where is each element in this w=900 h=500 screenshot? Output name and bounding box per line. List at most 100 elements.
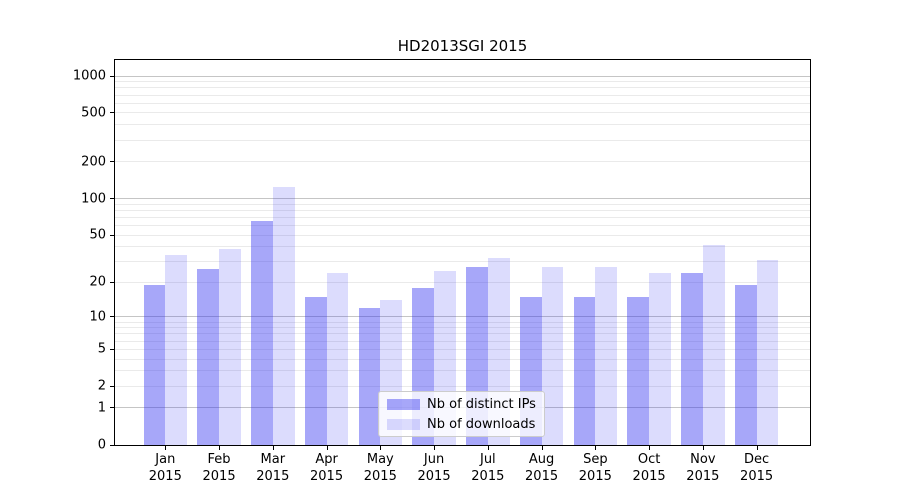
y-tick-label-1: 1 (97, 400, 106, 416)
x-tick-label-jul-2015: Jul 2015 (471, 451, 504, 485)
bar-nb-of-downloads-mar-2015 (272, 186, 295, 445)
x-tick-line: 2015 (256, 469, 290, 484)
x-tick-mark-dec-2015 (756, 446, 758, 450)
y-gridline-minor-20 (115, 281, 810, 283)
x-tick-mark-mar-2015 (272, 446, 274, 450)
x-tick-line: Sep (583, 452, 608, 467)
y-tick-label-5: 5 (97, 341, 106, 357)
x-tick-label-jan-2015: Jan 2015 (149, 451, 182, 485)
y-tick-label-20: 20 (89, 274, 106, 290)
y-gridline-minor-60 (115, 224, 810, 226)
y-tick-mark-1000 (110, 75, 114, 77)
y-gridline-minor-700 (115, 94, 810, 96)
y-gridline-minor-900 (115, 81, 810, 83)
bar-nb-of-distinct-ips-oct-2015 (627, 296, 650, 445)
y-tick-label-0: 0 (97, 437, 106, 453)
x-tick-line: 2015 (632, 469, 666, 484)
bar-nb-of-downloads-jan-2015 (165, 255, 188, 445)
y-tick-label-100: 100 (81, 191, 106, 206)
x-tick-label-nov-2015: Nov 2015 (686, 451, 719, 485)
y-gridline-minor-7 (115, 333, 810, 335)
x-tick-line: Nov (690, 452, 716, 467)
x-tick-label-may-2015: May 2015 (364, 451, 397, 485)
x-tick-mark-jan-2015 (165, 446, 167, 450)
y-tick-label-500: 500 (81, 105, 106, 121)
x-tick-mark-jul-2015 (487, 446, 489, 450)
x-tick-line: 2015 (525, 469, 559, 484)
y-gridline-minor-500 (115, 112, 810, 114)
y-tick-label-1000: 1000 (72, 68, 106, 84)
x-tick-mark-may-2015 (380, 446, 382, 450)
x-tick-mark-oct-2015 (649, 446, 651, 450)
y-gridline-minor-400 (115, 124, 810, 126)
x-tick-line: Apr (315, 452, 338, 467)
bar-nb-of-downloads-dec-2015 (756, 259, 779, 445)
legend-swatch-distinct-ips (387, 398, 420, 410)
y-gridline-minor-30 (115, 261, 810, 263)
legend-label-downloads: Nb of downloads (427, 416, 536, 432)
x-tick-line: Oct (637, 452, 661, 467)
y-tick-mark-5 (110, 348, 114, 350)
y-gridline-major-100 (115, 198, 810, 199)
y-gridline-minor-300 (115, 139, 810, 141)
legend: Nb of distinct IPs Nb of downloads (378, 391, 545, 437)
x-tick-mark-aug-2015 (541, 446, 543, 450)
bar-nb-of-distinct-ips-jan-2015 (143, 285, 166, 445)
y-tick-mark-50 (110, 234, 114, 236)
bar-nb-of-distinct-ips-apr-2015 (304, 296, 327, 445)
y-tick-mark-200 (110, 161, 114, 163)
y-tick-mark-20 (110, 281, 114, 283)
x-tick-line: 2015 (148, 469, 182, 484)
x-tick-line: 2015 (740, 469, 774, 484)
y-gridline-minor-90 (115, 203, 810, 205)
y-gridline-minor-70 (115, 216, 810, 218)
bar-nb-of-distinct-ips-dec-2015 (734, 285, 757, 445)
x-tick-line: Jun (423, 452, 445, 467)
y-tick-label-2: 2 (97, 378, 106, 394)
y-gridline-minor-4 (115, 358, 810, 360)
x-tick-mark-jun-2015 (434, 446, 436, 450)
bar-nb-of-downloads-nov-2015 (702, 245, 725, 445)
bar-nb-of-downloads-aug-2015 (541, 267, 564, 445)
y-tick-mark-2 (110, 385, 114, 387)
x-tick-label-jun-2015: Jun 2015 (418, 451, 451, 485)
chart-title: HD2013SGI 2015 (397, 37, 528, 55)
y-tick-mark-0 (110, 444, 114, 446)
x-tick-line: 2015 (310, 469, 344, 484)
bar-nb-of-downloads-sep-2015 (595, 267, 618, 445)
x-tick-line: 2015 (471, 469, 505, 484)
bar-nb-of-downloads-apr-2015 (326, 273, 349, 445)
x-tick-label-aug-2015: Aug 2015 (525, 451, 558, 485)
x-tick-mark-apr-2015 (326, 446, 328, 450)
legend-entry-distinct-ips: Nb of distinct IPs (379, 397, 544, 412)
x-tick-line: Aug (528, 452, 555, 467)
x-tick-label-mar-2015: Mar 2015 (256, 451, 289, 485)
y-gridline-minor-9 (115, 321, 810, 323)
y-tick-mark-1 (110, 407, 114, 409)
x-tick-line: Dec (744, 452, 770, 467)
y-gridline-minor-80 (115, 209, 810, 211)
x-tick-line: 2015 (363, 469, 397, 484)
bar-nb-of-downloads-feb-2015 (219, 249, 241, 445)
y-gridline-major-1000 (115, 75, 810, 77)
bar-nb-of-distinct-ips-sep-2015 (573, 296, 596, 445)
y-gridline-minor-6 (115, 340, 810, 342)
y-gridline-minor-8 (115, 327, 810, 329)
x-tick-line: 2015 (578, 469, 612, 484)
x-tick-line: Jan (155, 452, 176, 467)
y-tick-label-200: 200 (81, 154, 106, 170)
y-gridline-minor-50 (115, 234, 810, 236)
y-tick-label-10: 10 (89, 309, 106, 325)
x-tick-mark-sep-2015 (595, 446, 597, 450)
legend-label-distinct-ips: Nb of distinct IPs (427, 396, 536, 412)
bar-nb-of-downloads-oct-2015 (649, 273, 671, 445)
y-gridline-minor-600 (115, 102, 810, 104)
x-tick-label-sep-2015: Sep 2015 (579, 451, 612, 485)
y-gridline-minor-40 (115, 246, 810, 248)
y-tick-mark-100 (110, 198, 114, 199)
bar-nb-of-distinct-ips-may-2015 (358, 308, 381, 445)
y-gridline-minor-200 (115, 161, 810, 163)
x-tick-line: Jul (479, 452, 496, 467)
y-tick-mark-10 (110, 316, 114, 318)
